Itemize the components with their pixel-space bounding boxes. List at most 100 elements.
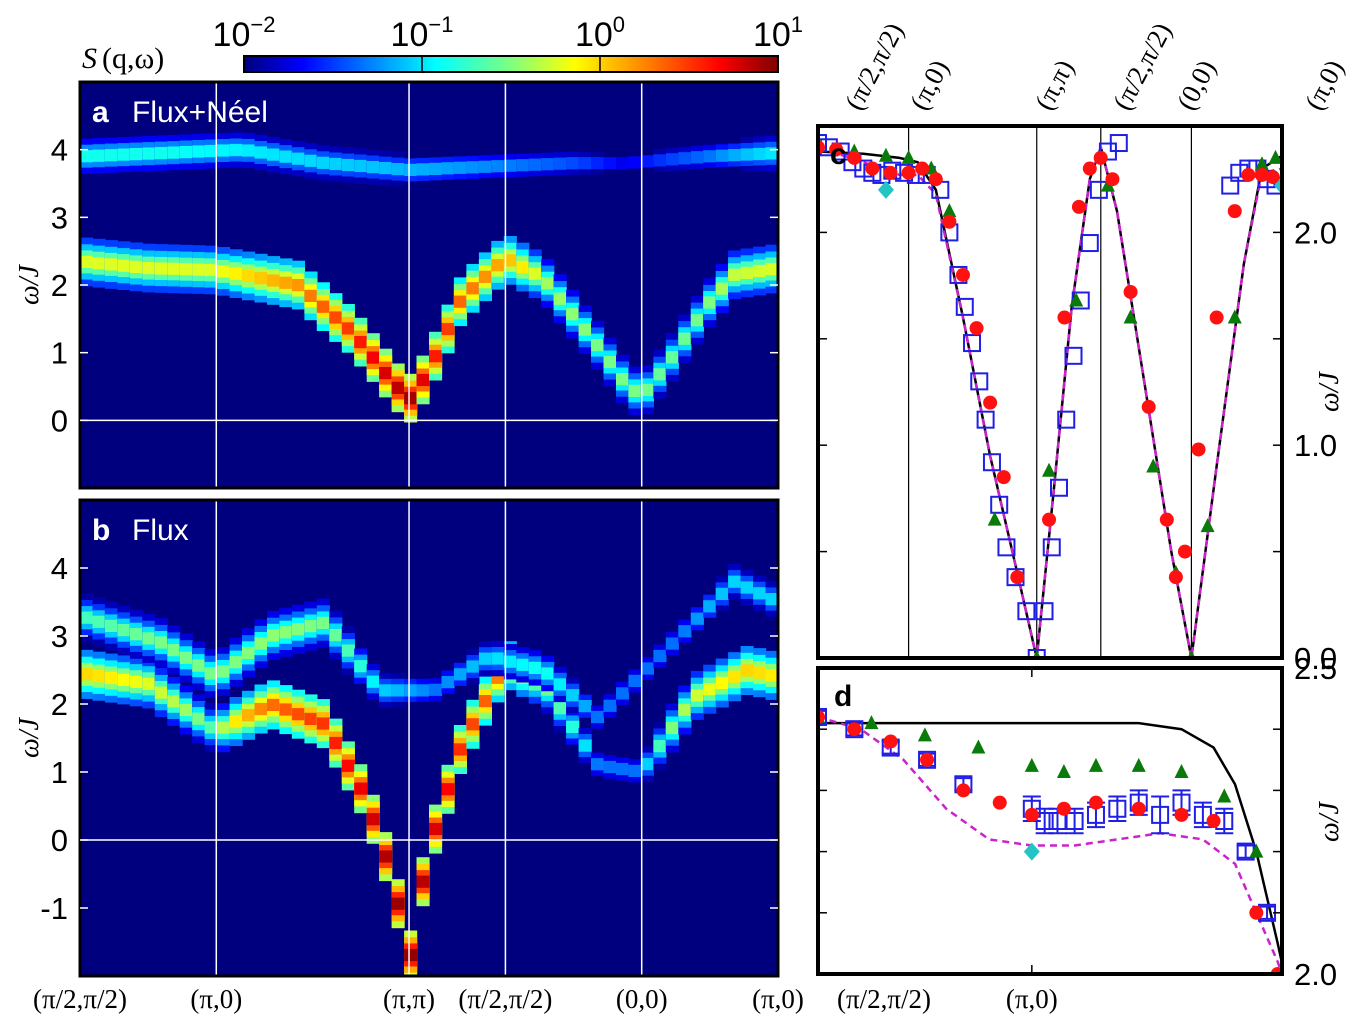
heatmap-cell bbox=[129, 628, 143, 641]
data-point-triangle bbox=[1268, 149, 1282, 164]
heatmap-cell bbox=[242, 709, 256, 722]
heatmap-cell bbox=[129, 260, 143, 273]
heatmap-cell bbox=[690, 689, 704, 702]
heatmap-cell bbox=[429, 822, 443, 836]
heatmap-cell bbox=[591, 339, 605, 352]
heatmap-cell bbox=[703, 296, 717, 309]
heatmap-cell bbox=[142, 147, 156, 160]
data-point-circle bbox=[883, 734, 898, 749]
heatmap-cell bbox=[217, 665, 231, 678]
heatmap-cell bbox=[616, 687, 630, 700]
heatmap-cell bbox=[217, 144, 231, 157]
data-point-square bbox=[1065, 812, 1084, 830]
heatmap-cell bbox=[129, 148, 143, 161]
panel-c-frame bbox=[816, 124, 1284, 660]
data-point-square bbox=[1050, 478, 1069, 497]
panel-d-xtick-labels: (π/2,π/2) (π,0) bbox=[837, 668, 1058, 1014]
ytick-label: -1 bbox=[40, 891, 68, 926]
heatmap-cell bbox=[304, 620, 318, 633]
heatmap-cell bbox=[603, 355, 617, 369]
heatmap-cell bbox=[366, 161, 380, 174]
data-point-triangle bbox=[1056, 764, 1071, 779]
heatmap-cell bbox=[478, 695, 492, 708]
data-point-circle bbox=[1254, 167, 1269, 182]
heatmap-cell bbox=[603, 157, 617, 170]
heatmap-cell bbox=[640, 758, 654, 771]
heatmap-cell bbox=[192, 659, 206, 672]
heatmap-cell bbox=[242, 269, 256, 282]
heatmap-cell bbox=[578, 157, 592, 170]
data-point-circle bbox=[1010, 570, 1025, 585]
heatmap-cell bbox=[316, 616, 330, 629]
xtick-label: (π,0) bbox=[752, 984, 804, 1014]
heatmap-cell bbox=[616, 157, 630, 170]
heatmap-cell bbox=[765, 669, 778, 682]
panel-b-title: Flux bbox=[132, 514, 189, 547]
heatmap-cell bbox=[279, 703, 293, 716]
heatmap-cell bbox=[104, 619, 118, 632]
heatmap-cell bbox=[217, 265, 231, 278]
heatmap-cell bbox=[341, 759, 355, 772]
heatmap-cell bbox=[429, 350, 443, 363]
panel-d-plot bbox=[818, 707, 1282, 974]
heatmap-cell bbox=[628, 384, 642, 397]
heatmap-cell bbox=[678, 332, 692, 345]
heatmap-cell bbox=[92, 615, 106, 628]
data-point-circle bbox=[1227, 204, 1242, 219]
heatmap-cell bbox=[603, 760, 617, 774]
data-point-triangle bbox=[901, 149, 916, 164]
ytick-label: 0 bbox=[51, 403, 68, 438]
heatmap-cell bbox=[541, 667, 555, 680]
heatmap-cell bbox=[354, 159, 368, 173]
data-point-square bbox=[970, 372, 989, 391]
colorbar-tick-base: 10 bbox=[575, 16, 613, 54]
data-point-circle bbox=[1093, 150, 1108, 165]
heatmap-cell bbox=[728, 670, 742, 683]
heatmap-cell bbox=[366, 813, 380, 826]
heatmap-cell bbox=[329, 736, 343, 750]
heatmap-cell bbox=[204, 721, 218, 734]
heatmap-cell bbox=[665, 153, 679, 166]
panel-c-plot bbox=[818, 134, 1282, 658]
heatmap-cell bbox=[279, 150, 293, 163]
colorbar-gradient bbox=[243, 55, 779, 73]
data-point-triangle bbox=[1131, 757, 1146, 772]
heatmap-cell bbox=[404, 684, 418, 697]
panel-a-heatmap bbox=[80, 132, 778, 423]
heatmap-cell bbox=[478, 652, 492, 665]
xtick-label: (π/2,π/2) bbox=[33, 984, 127, 1014]
heatmap-cell bbox=[715, 282, 729, 295]
data-point-square bbox=[1048, 812, 1067, 830]
panel-a-ylabel: ω/J bbox=[14, 263, 45, 305]
heatmap-cell bbox=[503, 655, 517, 668]
heatmap-cell bbox=[765, 593, 778, 606]
heatmap-cell bbox=[329, 311, 343, 324]
heatmap-cell bbox=[478, 160, 492, 173]
heatmap-cell bbox=[566, 308, 580, 321]
data-point-square bbox=[1035, 602, 1054, 621]
heatmap-cell bbox=[329, 629, 343, 642]
heatmap-cell bbox=[541, 277, 555, 290]
ytick-label: 1 bbox=[51, 336, 68, 371]
data-point-square bbox=[955, 297, 974, 316]
data-point-circle bbox=[1082, 161, 1097, 176]
heatmap-cell bbox=[566, 720, 580, 733]
heatmap-cell bbox=[416, 875, 430, 888]
heatmap-cell bbox=[616, 762, 630, 776]
panel-d-frame bbox=[816, 666, 1284, 976]
heatmap-cell bbox=[653, 649, 667, 663]
heatmap-cell bbox=[441, 783, 455, 796]
heatmap-cell bbox=[391, 381, 405, 394]
data-point-circle bbox=[1174, 807, 1189, 822]
data-point-circle bbox=[883, 165, 898, 180]
heatmap-cell bbox=[192, 712, 206, 725]
data-point-square bbox=[1108, 799, 1127, 818]
heatmap-cell bbox=[379, 162, 393, 175]
heatmap-cell bbox=[703, 683, 717, 696]
data-point-triangle bbox=[1088, 757, 1103, 772]
data-point-circle bbox=[1123, 284, 1138, 299]
heatmap-cell bbox=[553, 292, 567, 305]
heatmap-cell bbox=[416, 373, 430, 387]
heatmap-cell bbox=[453, 295, 467, 308]
data-point-square bbox=[1017, 602, 1036, 621]
